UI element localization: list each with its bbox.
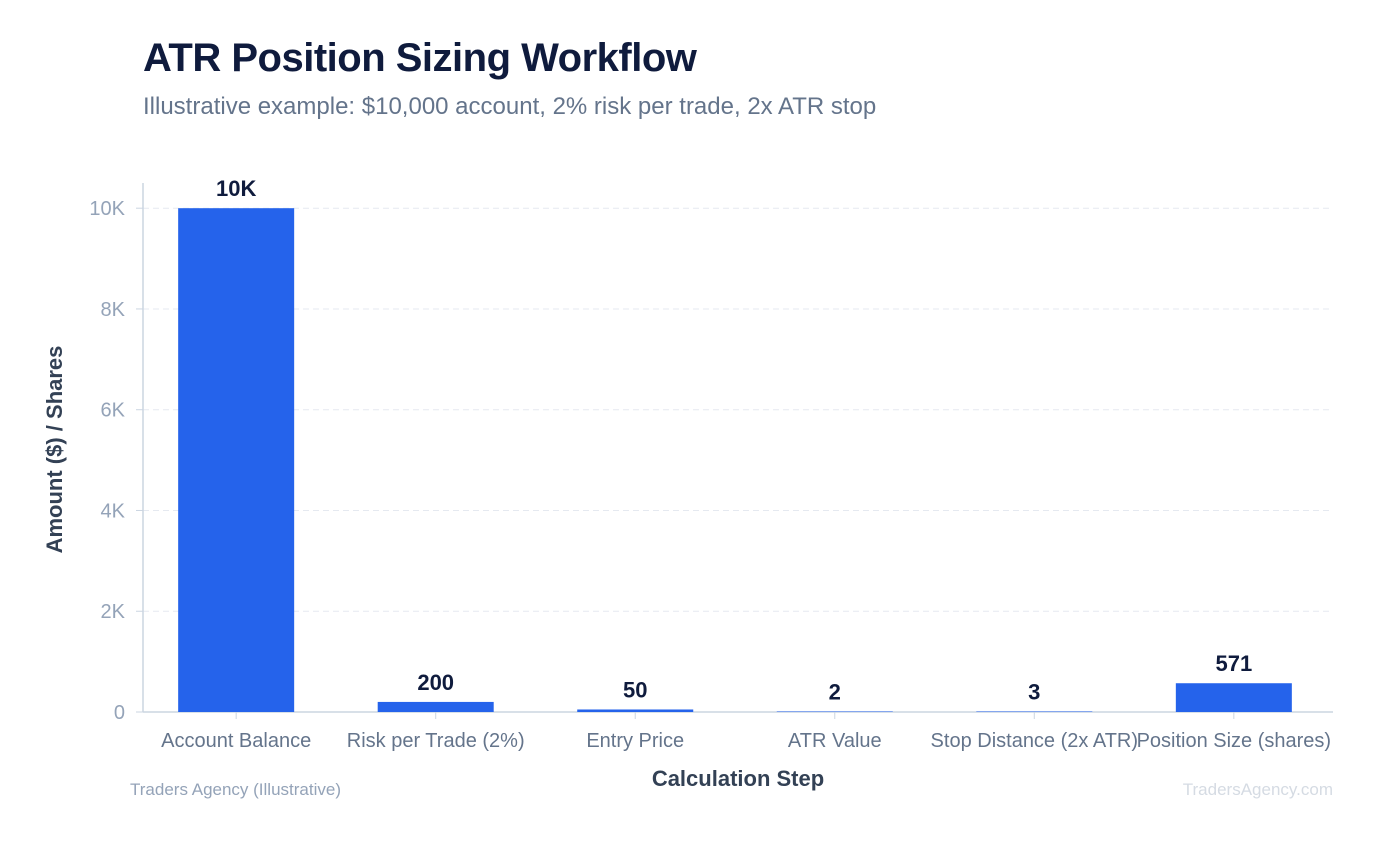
- bar: [178, 208, 295, 712]
- y-tick-label: 2K: [101, 601, 126, 623]
- data-label: 571: [1215, 651, 1252, 676]
- bar: [776, 711, 893, 712]
- data-label: 2: [829, 680, 841, 705]
- watermark: TradersAgency.com: [1182, 780, 1333, 799]
- bar: [377, 701, 494, 712]
- bar: [577, 709, 694, 712]
- x-tick-label: Entry Price: [586, 730, 684, 752]
- data-label: 50: [623, 677, 647, 702]
- y-tick-label: 0: [114, 702, 125, 724]
- chart-subtitle: Illustrative example: $10,000 account, 2…: [143, 93, 877, 120]
- x-tick-label: Account Balance: [161, 730, 311, 752]
- bar: [976, 711, 1093, 712]
- y-tick-label: 4K: [101, 500, 126, 522]
- y-axis-title: Amount ($) / Shares: [42, 346, 67, 554]
- x-tick-label: Risk per Trade (2%): [347, 730, 525, 752]
- bar: [1175, 683, 1292, 712]
- source-note: Traders Agency (Illustrative): [130, 780, 341, 799]
- x-tick-label: ATR Value: [788, 730, 882, 752]
- x-axis-title: Calculation Step: [652, 766, 824, 791]
- data-label: 3: [1028, 680, 1040, 705]
- chart-title: ATR Position Sizing Workflow: [143, 36, 697, 80]
- y-tick-label: 6K: [101, 400, 126, 422]
- data-label: 200: [417, 670, 454, 695]
- data-label: 10K: [216, 176, 256, 201]
- y-tick-label: 10K: [89, 198, 125, 220]
- x-tick-label: Stop Distance (2x ATR): [931, 730, 1138, 752]
- x-tick-label: Position Size (shares): [1137, 730, 1332, 752]
- y-tick-label: 8K: [101, 299, 126, 321]
